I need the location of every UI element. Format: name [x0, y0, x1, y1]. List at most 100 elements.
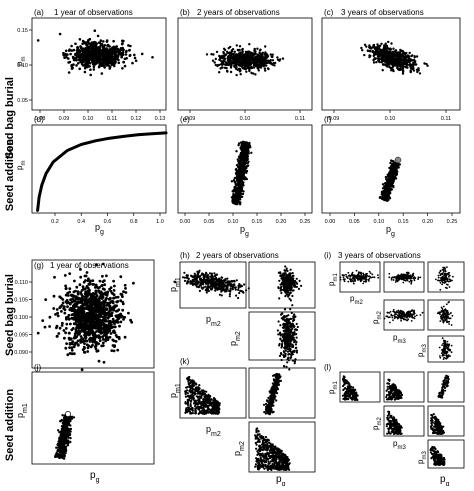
point [238, 49, 240, 51]
point [78, 59, 81, 62]
point [416, 55, 418, 57]
point [112, 326, 115, 329]
point [67, 443, 69, 445]
point [94, 317, 97, 320]
point [187, 280, 189, 282]
point [84, 275, 87, 278]
point [183, 272, 185, 274]
point [117, 321, 120, 324]
point [91, 314, 94, 317]
point [406, 61, 408, 63]
point [248, 145, 250, 147]
point [264, 69, 266, 71]
point [260, 56, 262, 58]
point [265, 53, 267, 55]
point [41, 319, 44, 322]
point [88, 42, 91, 45]
point [102, 338, 105, 341]
point [257, 66, 259, 68]
point [101, 43, 104, 46]
panel-d-curve [38, 133, 166, 211]
point [109, 51, 112, 54]
y-tick-label: 0.15 [17, 28, 28, 34]
point [258, 52, 260, 54]
point [49, 316, 52, 319]
point [417, 67, 419, 69]
x-tick-label: 0.15 [252, 219, 263, 225]
point [207, 276, 209, 278]
point [124, 287, 127, 290]
point [236, 201, 238, 203]
panel-a-point-cloud [37, 29, 154, 76]
point [131, 62, 134, 65]
point [205, 281, 207, 283]
point [361, 49, 363, 51]
point [58, 451, 60, 453]
x-tick-label: 0.2 [51, 219, 59, 225]
point [84, 71, 87, 74]
point [74, 43, 77, 46]
point [391, 168, 393, 170]
point [239, 159, 241, 161]
point [402, 67, 404, 69]
point [64, 440, 66, 442]
point [75, 58, 78, 61]
point [376, 43, 378, 45]
point [86, 294, 89, 297]
point [135, 59, 138, 62]
point [257, 63, 259, 65]
point [71, 349, 74, 352]
point [69, 441, 71, 443]
point [408, 64, 410, 66]
point [387, 41, 389, 43]
point [226, 278, 228, 280]
point [125, 50, 128, 53]
point [99, 280, 102, 283]
point [369, 50, 371, 52]
point [129, 319, 132, 322]
point [123, 316, 126, 319]
point [249, 55, 251, 57]
point [382, 187, 384, 189]
panel-d-ylabel: pm [15, 161, 27, 170]
point [375, 50, 377, 52]
point [245, 145, 247, 147]
point [267, 67, 269, 69]
point [95, 263, 98, 266]
point [372, 59, 374, 61]
point [115, 310, 118, 313]
point [406, 54, 408, 56]
point [257, 55, 259, 57]
point [174, 281, 176, 283]
point [109, 305, 112, 308]
point [225, 53, 227, 55]
point [85, 307, 88, 310]
point [221, 294, 223, 296]
point [53, 276, 56, 279]
point [134, 57, 137, 60]
x-tick-label: 0.11 [441, 116, 451, 122]
point [89, 53, 92, 56]
point [93, 58, 96, 61]
point [184, 277, 186, 279]
point [88, 305, 91, 308]
point [83, 342, 86, 345]
point [229, 293, 231, 295]
point [203, 277, 205, 279]
point [107, 320, 110, 323]
point [73, 416, 75, 418]
point [245, 289, 247, 291]
point [74, 303, 77, 306]
point [378, 55, 380, 57]
point [81, 306, 84, 309]
point [214, 290, 216, 292]
point [108, 288, 111, 291]
point [391, 164, 393, 166]
point [102, 263, 105, 266]
point [111, 339, 114, 342]
point [80, 293, 83, 296]
panel-d-frame [32, 125, 166, 213]
